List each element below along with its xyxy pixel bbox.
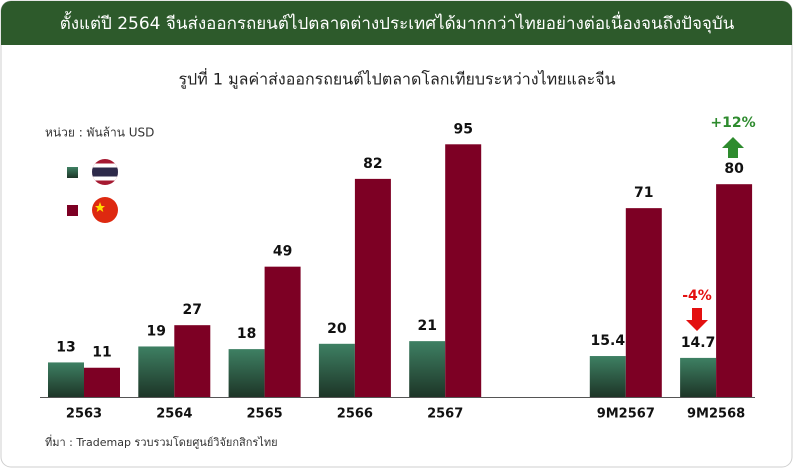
bar: [445, 144, 482, 397]
unit-label: หน่วย : พันล้าน USD: [45, 126, 154, 140]
bar: [625, 208, 662, 397]
bar: [48, 362, 84, 397]
x-tick-label: 9M2568: [687, 407, 745, 422]
value-label: 49: [273, 244, 292, 260]
x-tick-label: 2567: [427, 407, 463, 422]
header-bar: [1, 1, 792, 45]
value-label: 95: [453, 121, 472, 137]
chart-title: รูปที่ 1 มูลค่าส่งออกรถยนต์ไปตลาดโลกเทีย…: [178, 68, 615, 90]
legend-swatch: [67, 167, 78, 178]
value-label: 18: [237, 326, 256, 342]
bar: [138, 346, 175, 397]
value-label: 11: [92, 345, 111, 361]
value-label: 19: [147, 323, 166, 339]
value-label: 27: [183, 302, 202, 318]
up-arrow: [722, 137, 744, 158]
value-label: 82: [363, 156, 382, 172]
value-label: 71: [634, 185, 653, 201]
legend-swatch: [67, 205, 78, 216]
bar: [680, 357, 717, 397]
thai-flag: [92, 159, 118, 185]
value-label: 14.7: [681, 335, 716, 351]
bar: [318, 343, 355, 397]
value-label: 21: [417, 318, 436, 334]
bar: [409, 341, 446, 397]
bar: [84, 367, 120, 397]
value-label: 20: [327, 321, 347, 337]
x-tick-label: 2566: [337, 407, 373, 422]
bar: [264, 266, 301, 397]
x-tick-label: 9M2567: [597, 407, 655, 422]
value-label: 15.4: [591, 333, 626, 349]
bar: [716, 184, 753, 397]
x-tick-label: 2563: [66, 407, 102, 422]
bar: [589, 356, 626, 397]
annotation: +12%: [710, 115, 755, 131]
source: ที่มา : Trademap รวบรวมโดยศูนย์วิจัยกสิก…: [45, 434, 278, 449]
header-title: ตั้งแต่ปี 2564 จีนส่งออกรถยนต์ไปตลาดต่าง…: [60, 11, 735, 34]
value-label: 80: [724, 161, 744, 177]
china-flag: [92, 197, 118, 223]
bar: [174, 325, 211, 397]
bar: [354, 178, 391, 397]
x-tick-label: 2564: [156, 407, 192, 422]
bar: [228, 349, 265, 397]
down-arrow: [686, 308, 708, 331]
annotation: -4%: [682, 288, 712, 304]
x-tick-label: 2565: [247, 407, 283, 422]
value-label: 13: [56, 339, 75, 355]
